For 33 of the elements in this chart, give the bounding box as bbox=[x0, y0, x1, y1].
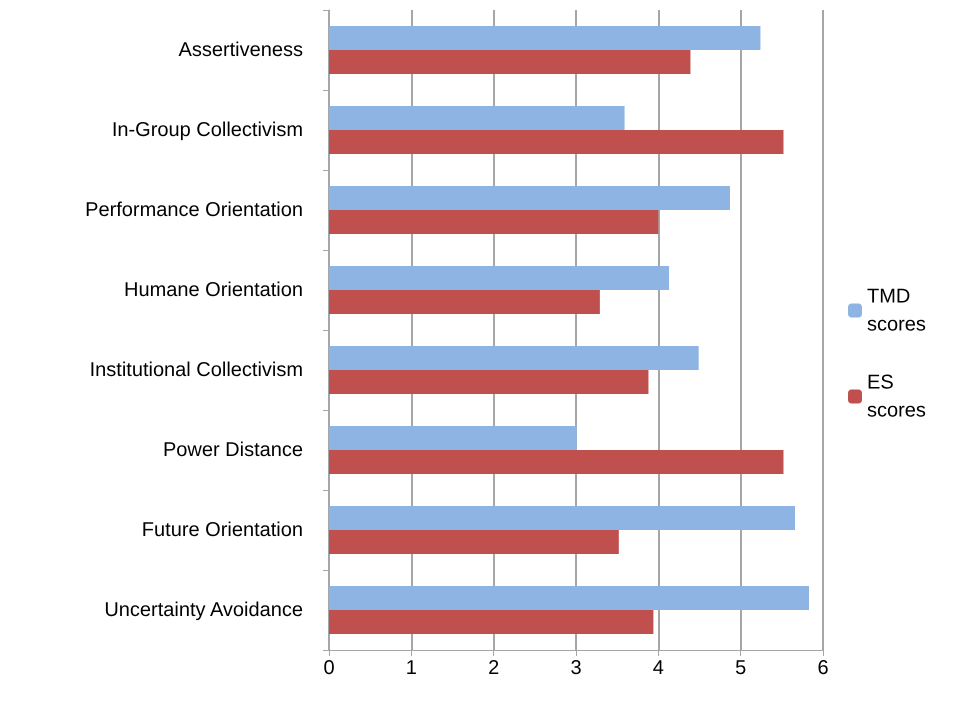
y-tick-label: Power Distance bbox=[162, 439, 303, 461]
bar bbox=[329, 290, 600, 314]
y-tick-label: Performance Orientation bbox=[85, 199, 303, 221]
y-tick-label: In-Group Collectivism bbox=[112, 119, 303, 141]
x-tick-label: 1 bbox=[406, 657, 417, 679]
x-tick-label: 3 bbox=[570, 657, 582, 679]
y-tick-label: Assertiveness bbox=[178, 39, 303, 61]
bar bbox=[329, 26, 760, 50]
y-tick-label: Uncertainty Avoidance bbox=[104, 599, 303, 621]
bar bbox=[329, 186, 730, 210]
bar bbox=[329, 426, 577, 450]
x-tick-label: 4 bbox=[652, 657, 664, 679]
legend-label: TMD scores bbox=[867, 286, 926, 336]
bar bbox=[329, 610, 654, 634]
bar bbox=[329, 130, 784, 154]
bar bbox=[329, 370, 648, 394]
x-tick-label: 2 bbox=[488, 657, 500, 679]
x-tick-label: 0 bbox=[323, 657, 335, 679]
bar bbox=[329, 346, 699, 370]
y-tick-label: Institutional Collectivism bbox=[90, 359, 303, 381]
x-tick-label: 5 bbox=[735, 657, 746, 679]
x-tick-label: 6 bbox=[817, 657, 829, 679]
y-tick-label: Future Orientation bbox=[142, 519, 303, 541]
bar bbox=[329, 530, 619, 554]
y-tick-label: Humane Orientation bbox=[124, 279, 303, 301]
bar bbox=[329, 450, 784, 474]
legend-label: ES scores bbox=[867, 372, 926, 422]
bar bbox=[329, 50, 690, 74]
bar bbox=[329, 506, 796, 530]
bar bbox=[329, 106, 625, 130]
bar bbox=[329, 210, 658, 234]
bar bbox=[329, 586, 810, 610]
bar bbox=[329, 266, 670, 290]
